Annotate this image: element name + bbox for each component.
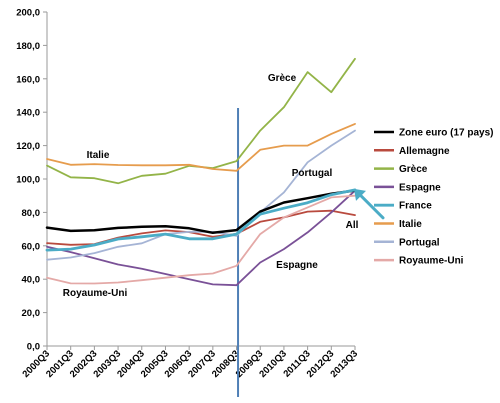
series-line-espagne bbox=[46, 189, 356, 287]
y-tick-label: 60,0 bbox=[22, 241, 41, 252]
y-tick-label: 40,0 bbox=[22, 275, 41, 286]
annotations: Grèce Italie Portugal All Espagne Royaume-Uni bbox=[63, 73, 359, 299]
arrow-head bbox=[354, 188, 366, 201]
series-line-portugal bbox=[46, 129, 356, 261]
arrow-shaft bbox=[356, 191, 385, 220]
y-tick-label: 160,0 bbox=[16, 74, 40, 85]
legend-label-grece: Grèce bbox=[399, 164, 428, 175]
series-line-royaume-uni bbox=[46, 194, 356, 285]
legend-label-royaume-uni: Royaume-Uni bbox=[399, 256, 464, 267]
legend-label-portugal: Portugal bbox=[399, 237, 440, 248]
series-line-france bbox=[45, 188, 357, 252]
series-layer bbox=[45, 57, 357, 287]
annotation-royaume-uni: Royaume-Uni bbox=[63, 288, 128, 299]
y-tick-label: 0,0 bbox=[27, 342, 40, 353]
legend: Zone euro (17 pays) Allemagne Grèce Espagne… bbox=[374, 128, 493, 267]
y-tick-label: 180,0 bbox=[16, 41, 40, 52]
y-axis: 0,0 20,0 40,0 60,0 80,0 100,0 120,0 140,0 160,0 1… bbox=[16, 8, 48, 353]
annotation-portugal: Portugal bbox=[292, 168, 333, 179]
legend-label-italie: Italie bbox=[399, 219, 422, 230]
series-line-zone-euro-17-pays bbox=[45, 189, 357, 235]
y-tick-label: 80,0 bbox=[22, 208, 41, 219]
y-tick-label: 100,0 bbox=[16, 175, 40, 186]
annotation-all: All bbox=[346, 220, 359, 231]
annotation-italie: Italie bbox=[87, 150, 110, 161]
legend-label-zone-euro-17-pays: Zone euro (17 pays) bbox=[399, 128, 493, 139]
arrow-layer bbox=[354, 188, 385, 220]
series-line-italie bbox=[46, 123, 356, 172]
annotation-grece: Grèce bbox=[268, 73, 297, 84]
y-tick-label: 120,0 bbox=[16, 141, 40, 152]
x-axis: 2000Q32001Q32002Q32003Q32004Q32005Q32006… bbox=[20, 345, 360, 380]
annotation-espagne: Espagne bbox=[276, 260, 318, 271]
y-tick-label: 200,0 bbox=[16, 8, 40, 19]
legend-label-espagne: Espagne bbox=[399, 182, 441, 193]
y-tick-label: 20,0 bbox=[22, 308, 41, 319]
legend-label-france: France bbox=[399, 201, 432, 212]
y-tick-label: 140,0 bbox=[16, 108, 40, 119]
legend-label-allemagne: Allemagne bbox=[399, 146, 450, 157]
